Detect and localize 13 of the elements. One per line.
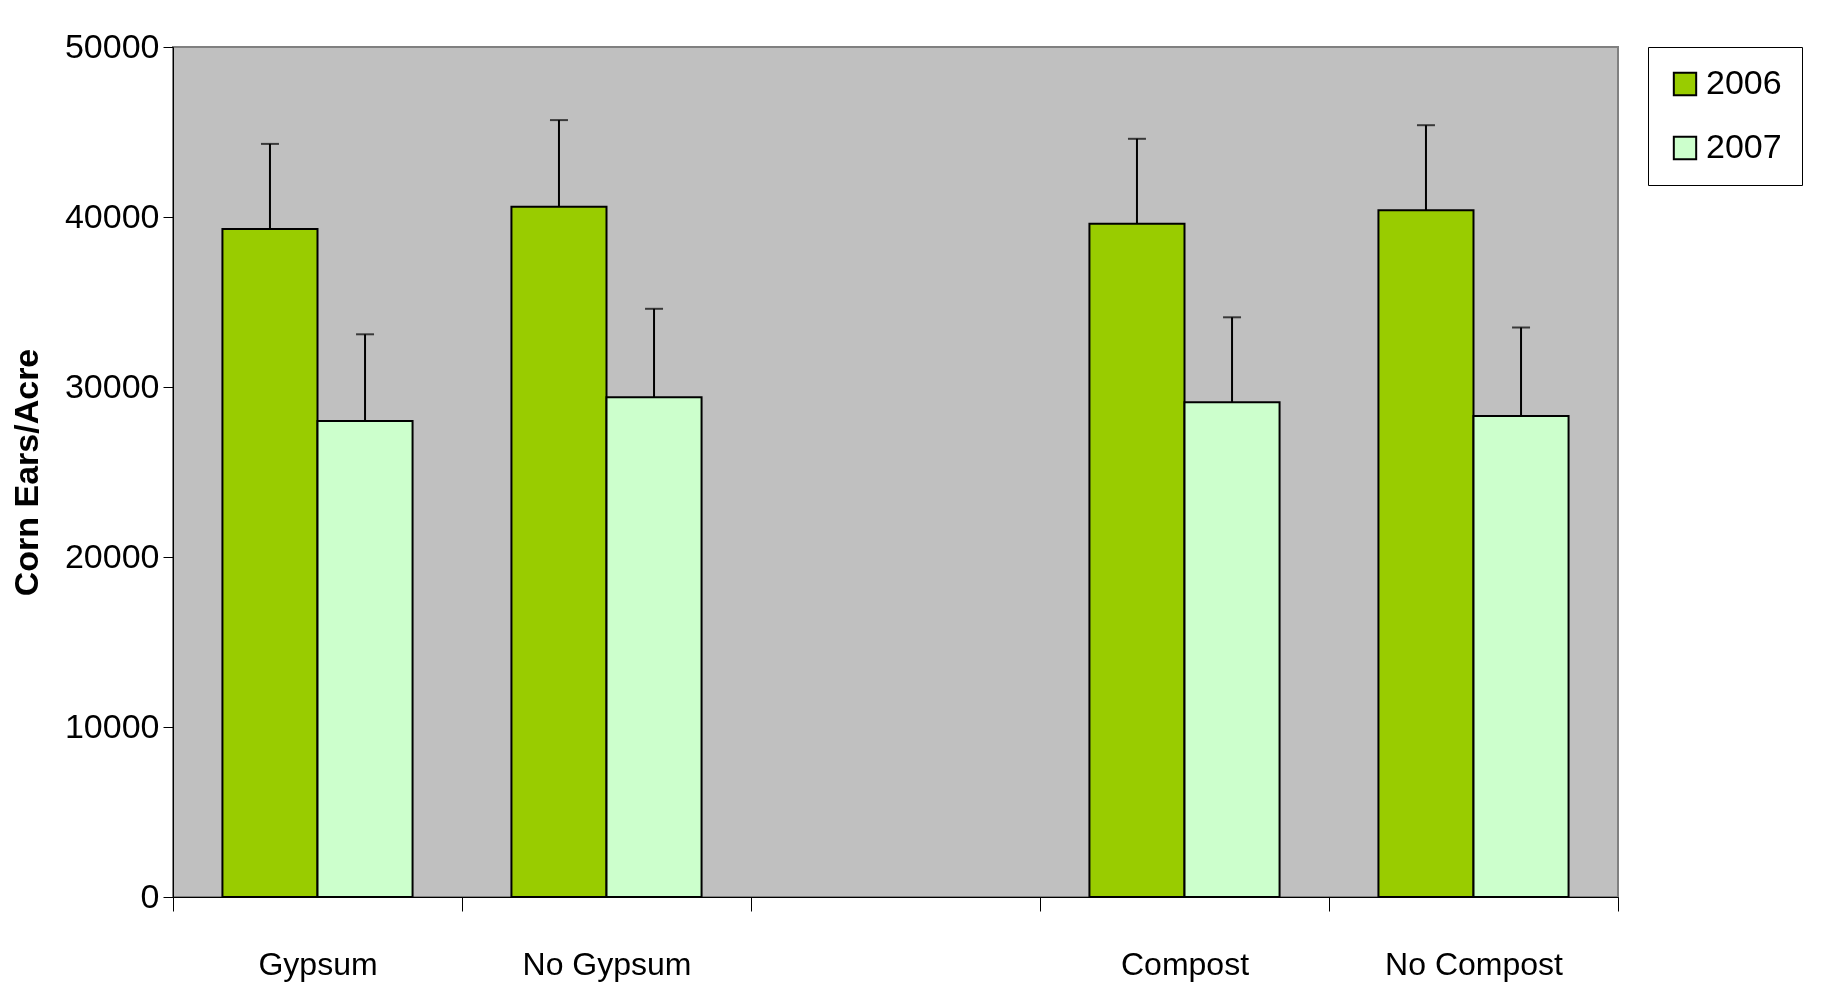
- x-tick-label: No Gypsum: [522, 945, 692, 982]
- x-tick-label: Gypsum: [258, 945, 378, 982]
- y-tick-label: 30000: [64, 366, 160, 405]
- y-tick-label: 50000: [64, 26, 160, 65]
- legend-label: 2006: [1706, 63, 1782, 101]
- y-tick-label: 40000: [64, 196, 160, 235]
- x-tick-label: No Compost: [1385, 945, 1564, 982]
- x-tick-label: Compost: [1120, 945, 1250, 982]
- y-axis-title: Corn Ears/Acre: [6, 348, 45, 597]
- legend-label: 2007: [1706, 127, 1782, 165]
- y-tick-label: 20000: [64, 536, 160, 575]
- y-tick-label: 0: [140, 876, 160, 915]
- y-tick-label: 10000: [64, 706, 160, 745]
